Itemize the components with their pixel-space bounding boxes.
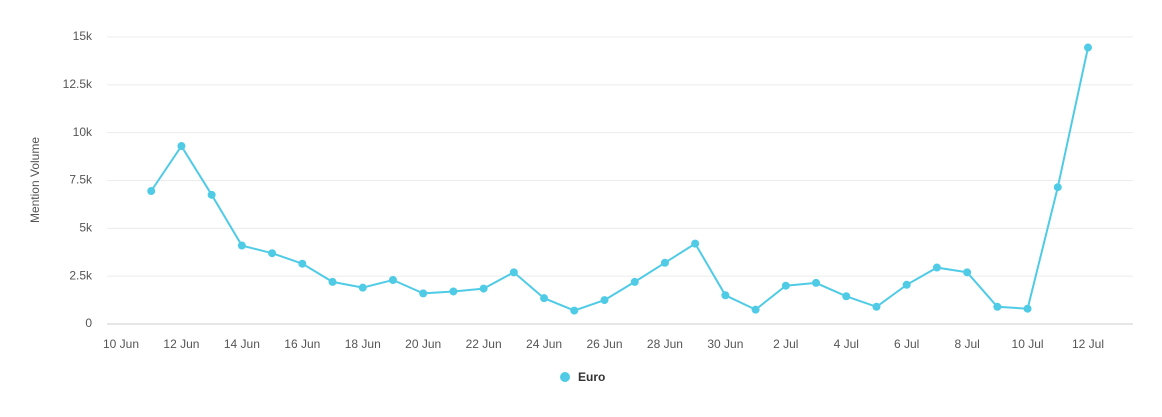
data-point	[540, 294, 549, 303]
y-tick-label: 2.5k	[69, 268, 93, 282]
x-tick-label: 10 Jun	[103, 337, 139, 351]
y-tick-label: 7.5k	[69, 173, 93, 187]
y-tick-label: 15k	[73, 29, 93, 43]
y-axis-title: Mention Volume	[28, 137, 42, 223]
series-line	[150, 47, 1089, 312]
x-tick-label: 12 Jul	[1072, 337, 1104, 351]
data-point	[600, 296, 609, 305]
data-point	[237, 241, 246, 250]
x-tick-label: 8 Jul	[954, 337, 979, 351]
data-point	[660, 258, 669, 267]
data-point	[1023, 304, 1032, 313]
data-point	[268, 249, 277, 258]
data-point	[630, 277, 639, 286]
y-tick-label: 10k	[73, 125, 93, 139]
data-point	[298, 259, 307, 268]
x-tick-label: 24 Jun	[526, 337, 562, 351]
legend-label: Euro	[578, 370, 605, 384]
x-tick-label: 10 Jul	[1012, 337, 1044, 351]
data-point	[479, 284, 488, 293]
y-tick-label: 0	[85, 316, 92, 330]
data-point	[509, 268, 518, 277]
data-point	[358, 283, 367, 292]
y-tick-label: 5k	[79, 221, 93, 235]
data-point	[963, 268, 972, 277]
x-tick-label: 12 Jun	[163, 337, 199, 351]
data-point	[721, 291, 730, 300]
x-tick-label: 4 Jul	[834, 337, 859, 351]
x-tick-label: 18 Jun	[345, 337, 381, 351]
x-tick-label: 30 Jun	[707, 337, 743, 351]
data-point	[449, 287, 458, 296]
data-point	[1084, 43, 1092, 52]
data-point	[388, 275, 397, 284]
data-point	[691, 239, 700, 248]
data-point	[177, 142, 186, 151]
x-tick-label: 6 Jul	[894, 337, 919, 351]
x-tick-label: 20 Jun	[405, 337, 441, 351]
data-point	[842, 292, 851, 301]
data-point	[932, 263, 941, 272]
x-tick-label: 2 Jul	[773, 337, 798, 351]
data-point	[781, 281, 790, 290]
data-point	[328, 277, 337, 286]
x-tick-label: 28 Jun	[647, 337, 683, 351]
data-point	[751, 305, 760, 314]
data-point	[993, 302, 1002, 311]
data-point	[570, 306, 579, 315]
data-point	[872, 302, 881, 311]
legend-marker	[560, 372, 570, 382]
data-point	[812, 278, 821, 287]
data-point	[902, 280, 911, 289]
data-point	[1053, 183, 1062, 192]
x-tick-label: 22 Jun	[466, 337, 502, 351]
data-point	[419, 289, 428, 298]
data-point	[147, 187, 156, 196]
data-point	[207, 190, 216, 199]
x-tick-label: 26 Jun	[586, 337, 622, 351]
x-tick-label: 14 Jun	[224, 337, 260, 351]
x-tick-label: 16 Jun	[284, 337, 320, 351]
y-tick-label: 12.5k	[63, 77, 93, 91]
